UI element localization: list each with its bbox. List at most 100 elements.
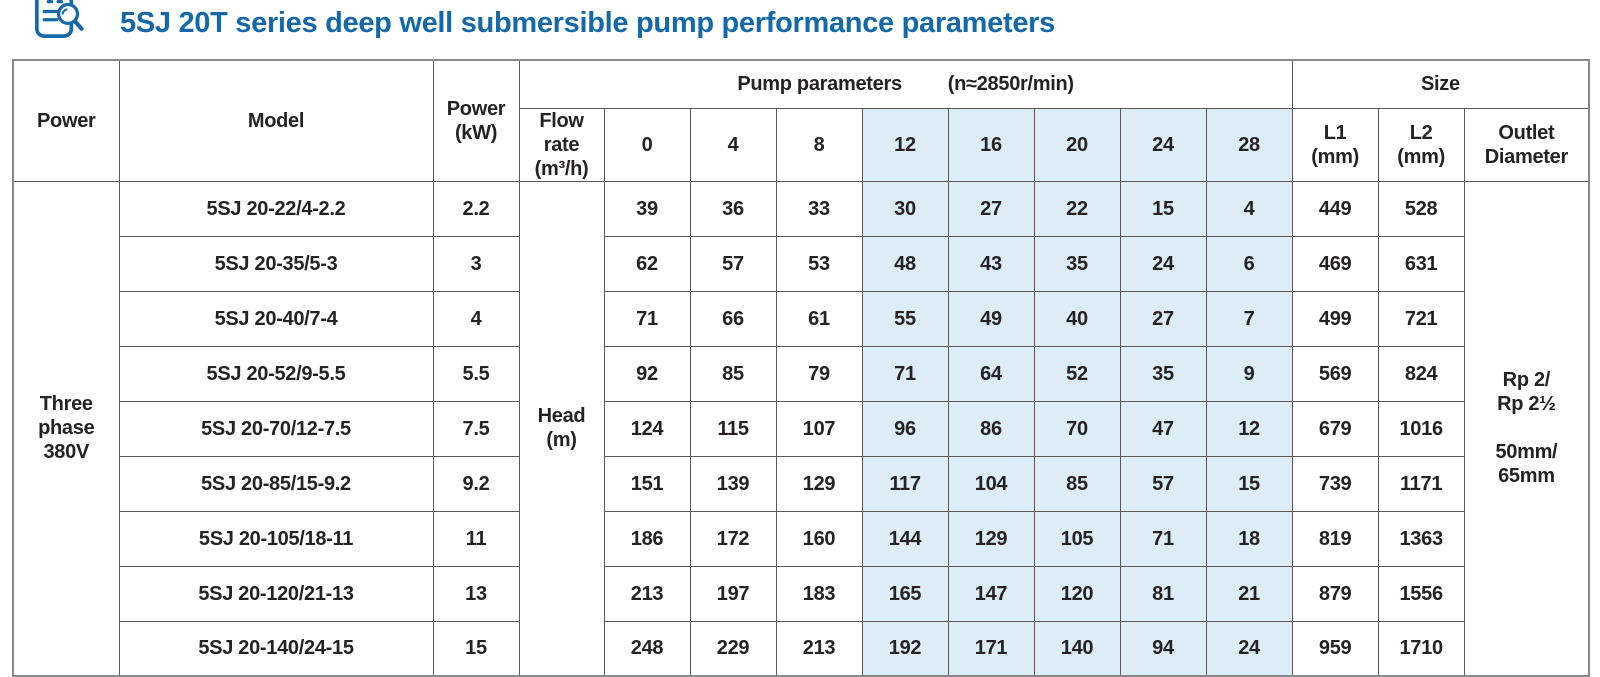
power-kw-cell: 9.2: [432, 455, 520, 512]
l1-cell: 499: [1291, 290, 1379, 347]
col-header-size: Size: [1291, 59, 1590, 109]
head-value-cell: 115: [689, 400, 777, 457]
spec-table: Power Model Power (kW) Pump parameters (n…: [12, 59, 1591, 677]
head-value-cell: 57: [689, 235, 777, 292]
table-row: 5SJ 20-40/7-4 4 71 66 61 55 49 40 27 7 499 721: [13, 290, 1589, 347]
head-unit-cell: Head (m): [518, 180, 605, 677]
model-cell: 5SJ 20-70/12-7.5: [118, 400, 434, 457]
head-value-cell: 144: [861, 510, 949, 567]
model-cell: 5SJ 20-85/15-9.2: [118, 455, 434, 512]
col-header-power-kw: Power (kW): [432, 59, 520, 182]
head-value-cell: 192: [861, 620, 949, 677]
table-row: 5SJ 20-52/9-5.5 5.5 92 85 79 71 64 52 35 9 569 824: [13, 345, 1589, 402]
head-value-cell: 15: [1205, 455, 1293, 512]
head-value-cell: 22: [1033, 180, 1121, 237]
head-value-cell: 49: [947, 290, 1035, 347]
l1-cell: 819: [1291, 510, 1379, 567]
head-value-cell: 79: [775, 345, 863, 402]
head-value-cell: 81: [1119, 565, 1207, 622]
head-value-cell: 15: [1119, 180, 1207, 237]
head-value-cell: 35: [1033, 235, 1121, 292]
col-header-flow-20: 20: [1033, 107, 1121, 182]
head-value-cell: 33: [775, 180, 863, 237]
model-cell: 5SJ 20-52/9-5.5: [118, 345, 434, 402]
head-value-cell: 6: [1205, 235, 1293, 292]
col-header-l1: L1 (mm): [1291, 107, 1379, 182]
head-value-cell: 105: [1033, 510, 1121, 567]
col-header-flow-28: 28: [1205, 107, 1293, 182]
head-value-cell: 36: [689, 180, 777, 237]
head-value-cell: 7: [1205, 290, 1293, 347]
head-value-cell: 171: [947, 620, 1035, 677]
model-cell: 5SJ 20-105/18-11: [118, 510, 434, 567]
head-value-cell: 151: [603, 455, 691, 512]
head-value-cell: 55: [861, 290, 949, 347]
power-kw-cell: 5.5: [432, 345, 520, 402]
head-value-cell: 96: [861, 400, 949, 457]
col-header-flow-4: 4: [689, 107, 777, 182]
head-value-cell: 213: [775, 620, 863, 677]
head-value-cell: 40: [1033, 290, 1121, 347]
col-header-flow-16: 16: [947, 107, 1035, 182]
page-header: 5SJ 20T series deep well submersible pum…: [26, 0, 1055, 46]
model-cell: 5SJ 20-22/4-2.2: [118, 180, 434, 237]
head-value-cell: 85: [1033, 455, 1121, 512]
head-value-cell: 124: [603, 400, 691, 457]
head-value-cell: 71: [603, 290, 691, 347]
pump-parameters-label: Pump parameters: [737, 73, 902, 96]
head-value-cell: 70: [1033, 400, 1121, 457]
table-row: 5SJ 20-70/12-7.5 7.5 124 115 107 96 86 70 47 12 67…: [13, 400, 1589, 457]
pump-rpm-label: (n≈2850r/min): [947, 73, 1074, 96]
head-value-cell: 94: [1119, 620, 1207, 677]
l1-cell: 739: [1291, 455, 1379, 512]
model-cell: 5SJ 20-140/24-15: [118, 620, 434, 677]
l2-cell: 528: [1377, 180, 1465, 237]
head-value-cell: 229: [689, 620, 777, 677]
head-value-cell: 53: [775, 235, 863, 292]
head-value-cell: 35: [1119, 345, 1207, 402]
power-kw-cell: 15: [432, 620, 520, 677]
head-value-cell: 129: [947, 510, 1035, 567]
power-kw-cell: 2.2: [432, 180, 520, 237]
l1-cell: 449: [1291, 180, 1379, 237]
head-value-cell: 248: [603, 620, 691, 677]
head-value-cell: 39: [603, 180, 691, 237]
l2-cell: 1710: [1377, 620, 1465, 677]
head-value-cell: 9: [1205, 345, 1293, 402]
col-header-outlet-diameter: Outlet Diameter: [1463, 107, 1590, 182]
col-header-flow-24: 24: [1119, 107, 1207, 182]
l1-cell: 679: [1291, 400, 1379, 457]
table-row: 5SJ 20-105/18-11 11 186 172 160 144 129 105 71 18…: [13, 510, 1589, 567]
table-row: 5SJ 20-120/21-13 13 213 197 183 165 147 120 81 21…: [13, 565, 1589, 622]
head-value-cell: 160: [775, 510, 863, 567]
model-cell: 5SJ 20-40/7-4: [118, 290, 434, 347]
table-row: 5SJ 20-35/5-3 3 62 57 53 48 43 35 24 6 469 631: [13, 235, 1589, 292]
head-value-cell: 52: [1033, 345, 1121, 402]
head-value-cell: 43: [947, 235, 1035, 292]
l2-cell: 1171: [1377, 455, 1465, 512]
head-value-cell: 24: [1119, 235, 1207, 292]
model-cell: 5SJ 20-120/21-13: [118, 565, 434, 622]
col-header-flow-8: 8: [775, 107, 863, 182]
l2-cell: 824: [1377, 345, 1465, 402]
head-value-cell: 27: [947, 180, 1035, 237]
power-kw-cell: 11: [432, 510, 520, 567]
head-value-cell: 27: [1119, 290, 1207, 347]
head-value-cell: 18: [1205, 510, 1293, 567]
power-group-cell: Three phase 380V: [12, 180, 120, 677]
head-value-cell: 48: [861, 235, 949, 292]
head-value-cell: 186: [603, 510, 691, 567]
document-search-icon: [26, 0, 92, 46]
power-kw-cell: 3: [432, 235, 520, 292]
power-kw-cell: 4: [432, 290, 520, 347]
col-header-flow-rate: Flow rate (m³/h): [518, 107, 605, 182]
head-value-cell: 172: [689, 510, 777, 567]
head-value-cell: 139: [689, 455, 777, 512]
table-row: 5SJ 20-85/15-9.2 9.2 151 139 129 117 104 85 57 15…: [13, 455, 1589, 512]
l2-cell: 631: [1377, 235, 1465, 292]
l1-cell: 469: [1291, 235, 1379, 292]
head-value-cell: 85: [689, 345, 777, 402]
head-value-cell: 129: [775, 455, 863, 512]
head-value-cell: 165: [861, 565, 949, 622]
table-row: 5SJ 20-140/24-15 15 248 229 213 192 171 140 94 24…: [13, 620, 1589, 677]
